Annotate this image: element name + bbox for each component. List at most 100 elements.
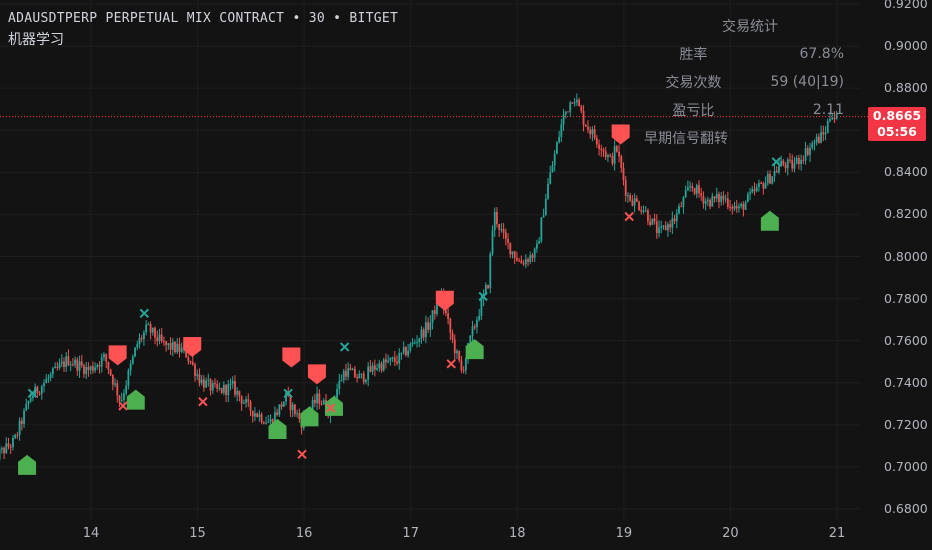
candle-body xyxy=(449,318,452,333)
candle-body xyxy=(658,227,660,234)
candle-body xyxy=(116,383,119,396)
candle-body xyxy=(91,366,94,371)
candle-body xyxy=(693,188,696,194)
candle-body xyxy=(813,142,816,144)
candle-body xyxy=(125,385,128,394)
candle-body xyxy=(498,224,501,230)
candle-body xyxy=(800,159,803,165)
candle-body xyxy=(620,156,623,168)
candle-body xyxy=(798,157,800,165)
candle-body xyxy=(382,359,385,371)
candle-body xyxy=(802,159,805,161)
candle-body xyxy=(829,119,831,121)
candle-body xyxy=(453,339,456,354)
candle-body xyxy=(262,422,265,424)
price-axis-label: 0.7800 xyxy=(884,290,928,306)
candle-body xyxy=(549,172,552,184)
interval-label[interactable]: 30 xyxy=(308,11,325,26)
candle-body xyxy=(400,352,403,354)
buy-signal-marker xyxy=(465,339,484,360)
candle-body xyxy=(593,129,596,139)
candle-body xyxy=(471,326,474,336)
candle-body xyxy=(120,400,123,402)
candle-body xyxy=(163,340,165,342)
candle-body xyxy=(258,414,261,417)
candle-body xyxy=(58,363,61,368)
candle-body xyxy=(595,138,598,145)
symbol-name[interactable]: ADAUSDTPERP PERPETUAL MIX CONTRACT xyxy=(8,11,285,26)
candle-body xyxy=(49,374,52,378)
candle-body xyxy=(425,322,427,338)
candle-body xyxy=(353,368,356,378)
price-axis-label: 0.7600 xyxy=(884,332,928,348)
candle-body xyxy=(460,360,463,371)
candle-body xyxy=(20,420,23,425)
candle-body xyxy=(831,117,834,120)
candle-body xyxy=(373,365,376,370)
candle-body xyxy=(222,384,225,393)
symbol-header[interactable]: ADAUSDTPERP PERPETUAL MIX CONTRACT • 30 … xyxy=(8,11,398,26)
candle-body xyxy=(65,356,68,367)
candle-body xyxy=(36,386,39,394)
candle-body xyxy=(753,189,756,192)
candle-body xyxy=(387,360,390,363)
exit-long-marker xyxy=(771,157,781,167)
candle-body xyxy=(551,165,554,173)
candle-body xyxy=(391,357,394,359)
candle-body xyxy=(560,124,563,138)
candle-body xyxy=(487,285,489,289)
stats-row-winrate: 胜率 67.8% xyxy=(640,40,850,68)
stats-value: 2.11 xyxy=(812,102,844,118)
candle-body xyxy=(25,403,28,411)
price-axis-label: 0.8400 xyxy=(884,164,928,180)
candle-body xyxy=(835,113,838,120)
candle-body xyxy=(56,366,59,368)
candle-body xyxy=(806,148,809,155)
candle-body xyxy=(347,368,350,377)
candle-body xyxy=(94,367,96,371)
header-separator: • xyxy=(333,11,342,26)
candle-body xyxy=(245,399,247,403)
sell-signal-marker xyxy=(108,345,127,366)
candle-body xyxy=(678,206,680,214)
candle-body xyxy=(32,396,34,399)
candle-body xyxy=(462,370,465,372)
candle-body xyxy=(591,129,594,135)
candle-body xyxy=(289,395,292,411)
candle-body xyxy=(695,185,698,194)
candle-body xyxy=(80,361,83,366)
candle-body xyxy=(234,380,236,395)
candle-body xyxy=(407,350,410,356)
candle-body xyxy=(345,370,347,377)
candle-body xyxy=(726,198,729,207)
candle-body xyxy=(522,263,525,265)
time-axis-label: 21 xyxy=(828,526,846,541)
candle-body xyxy=(380,363,383,371)
candle-body xyxy=(700,193,703,197)
candle-body xyxy=(602,149,605,152)
candle-body xyxy=(176,343,179,353)
candle-body xyxy=(16,434,19,436)
candle-body xyxy=(294,404,296,415)
candle-body xyxy=(83,365,85,374)
candle-body xyxy=(14,434,17,438)
candle-body xyxy=(76,359,79,371)
buy-signal-marker xyxy=(300,406,319,427)
candle-body xyxy=(429,322,432,330)
candle-body xyxy=(609,155,612,157)
candle-body xyxy=(109,369,112,376)
candle-body xyxy=(649,221,652,225)
candle-body xyxy=(311,399,314,410)
candle-body xyxy=(764,182,767,189)
candle-body xyxy=(89,366,92,371)
stats-label: 胜率 xyxy=(679,47,708,63)
candle-body xyxy=(316,393,319,404)
candle-body xyxy=(780,160,783,167)
candle-body xyxy=(276,412,279,415)
candle-body xyxy=(271,419,274,425)
candle-body xyxy=(194,364,196,376)
candle-body xyxy=(138,338,141,345)
indicator-name[interactable]: 机器学习 xyxy=(8,32,64,48)
candle-body xyxy=(180,347,183,352)
